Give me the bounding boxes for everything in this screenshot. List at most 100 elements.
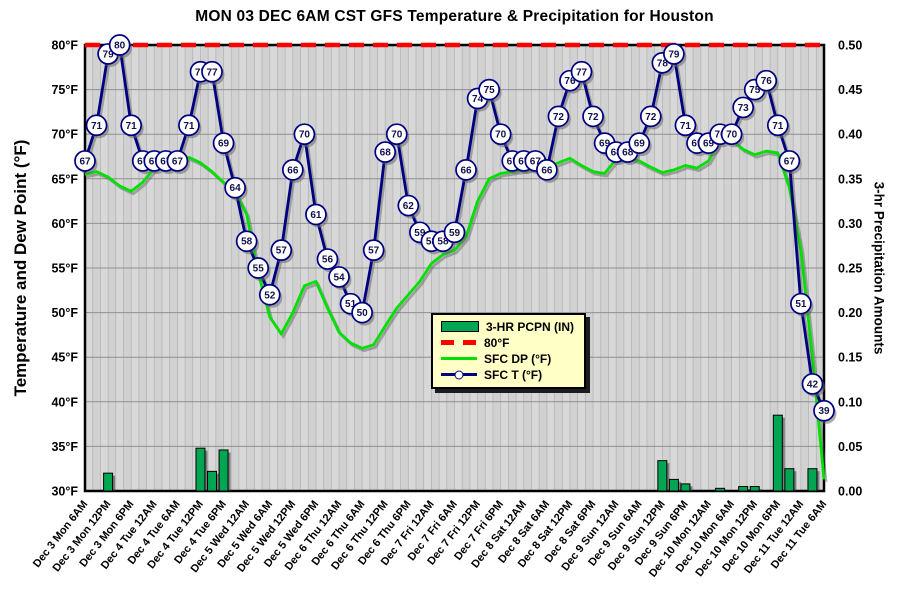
temp-marker bbox=[258, 283, 281, 306]
temp-marker bbox=[478, 78, 500, 101]
right-axis-tick-label: 0.10 bbox=[838, 395, 862, 409]
temp-marker bbox=[397, 194, 420, 217]
temp-marker-label: 54 bbox=[333, 272, 345, 283]
temp-marker-label: 52 bbox=[264, 290, 276, 301]
marker-dot-icon bbox=[454, 370, 464, 379]
precip-bar bbox=[218, 449, 229, 492]
legend: 3-HR PCPN (IN) 80°F SFC DP (°F) SFC T (°… bbox=[431, 313, 587, 389]
temp-marker-label: 56 bbox=[322, 255, 334, 266]
temp-marker-label: 77 bbox=[195, 67, 207, 78]
left-axis-tick-label: 80°F bbox=[51, 39, 78, 53]
right-axis-tick-label: 0.30 bbox=[838, 217, 862, 231]
temp-marker-label: 71 bbox=[91, 121, 103, 132]
temp-marker-label: 72 bbox=[645, 112, 657, 123]
temp-marker bbox=[732, 96, 755, 119]
left-axis-tick-label: 45°F bbox=[51, 351, 78, 365]
left-axis-tick-label: 30°F bbox=[51, 485, 78, 499]
temp-marker-label: 70 bbox=[715, 130, 727, 141]
temp-marker-label: 71 bbox=[772, 121, 784, 132]
temp-marker-label: 57 bbox=[276, 246, 288, 257]
temp-marker-label: 50 bbox=[357, 308, 369, 319]
temp-marker bbox=[85, 114, 108, 137]
temp-marker bbox=[443, 221, 466, 244]
temp-marker bbox=[247, 257, 270, 279]
temp-marker-label: 67 bbox=[172, 156, 184, 167]
left-axis-tick-label: 40°F bbox=[51, 395, 78, 409]
temp-marker-label: 66 bbox=[287, 165, 299, 176]
dewpoint-line-swatch bbox=[441, 357, 477, 360]
temp-marker-label: 79 bbox=[103, 49, 115, 60]
temp-marker bbox=[385, 123, 408, 146]
temp-marker-label: 67 bbox=[79, 156, 91, 167]
temp-marker bbox=[374, 141, 397, 163]
temp-marker-label: 57 bbox=[368, 246, 380, 257]
temp-marker-label: 79 bbox=[668, 49, 680, 60]
dashed-line-swatch bbox=[441, 340, 477, 345]
temp-marker-label: 75 bbox=[484, 85, 496, 96]
precip-bar bbox=[103, 472, 114, 492]
temp-marker-label: 69 bbox=[218, 139, 230, 150]
temp-marker-label: 64 bbox=[230, 183, 242, 194]
temp-marker bbox=[270, 239, 293, 262]
temp-marker bbox=[547, 105, 570, 128]
dewpoint-line bbox=[84, 138, 826, 480]
temp-marker-label: 78 bbox=[657, 58, 669, 69]
temp-marker-label: 71 bbox=[126, 121, 138, 132]
temp-marker bbox=[281, 159, 304, 181]
temp-marker bbox=[489, 123, 512, 146]
temp-marker bbox=[790, 292, 812, 315]
temp-marker-label: 76 bbox=[761, 76, 773, 87]
right-axis-tick-label: 0.50 bbox=[838, 39, 862, 53]
temp-marker bbox=[801, 373, 824, 395]
left-axis-tick-label: 55°F bbox=[51, 262, 78, 276]
temp-marker bbox=[362, 239, 385, 262]
right-axis-tick-label: 0.15 bbox=[838, 351, 862, 365]
legend-item-precip: 3-HR PCPN (IN) bbox=[441, 320, 574, 334]
temp-marker bbox=[755, 69, 778, 92]
temp-marker bbox=[639, 105, 662, 128]
temp-marker-label: 66 bbox=[460, 165, 472, 176]
left-axis-tick-label: 50°F bbox=[51, 306, 78, 320]
temp-marker-label: 39 bbox=[818, 406, 830, 417]
temp-marker-label: 69 bbox=[691, 139, 703, 150]
temp-marker-label: 67 bbox=[507, 156, 519, 167]
legend-label: SFC T (°F) bbox=[484, 367, 543, 382]
precip-bar bbox=[668, 478, 679, 492]
legend-item-temperature: SFC T (°F) bbox=[441, 367, 574, 382]
temp-marker bbox=[235, 230, 258, 253]
temp-marker-label: 69 bbox=[599, 139, 611, 150]
temp-marker-label: 61 bbox=[310, 210, 322, 221]
legend-item-dewpoint: SFC DP (°F) bbox=[441, 352, 574, 366]
temp-marker bbox=[582, 105, 604, 128]
temp-marker bbox=[305, 203, 327, 226]
temp-marker-label: 58 bbox=[437, 237, 449, 248]
temp-marker-label: 70 bbox=[726, 130, 738, 141]
temperature-line-swatch bbox=[441, 370, 477, 379]
temp-marker-label: 73 bbox=[738, 103, 750, 114]
temp-marker bbox=[328, 266, 350, 288]
left-axis-tick-label: 35°F bbox=[51, 440, 78, 454]
temp-marker bbox=[201, 60, 223, 83]
temp-marker-label: 68 bbox=[622, 148, 634, 159]
temp-marker-label: 71 bbox=[680, 121, 692, 132]
temp-marker bbox=[74, 150, 96, 172]
left-axis-tick-label: 70°F bbox=[51, 128, 78, 142]
right-axis-tick-label: 0.45 bbox=[838, 83, 862, 97]
temp-marker-label: 67 bbox=[530, 156, 542, 167]
right-axis-tick-label: 0.20 bbox=[838, 306, 862, 320]
precip-bar bbox=[784, 468, 795, 492]
temp-marker bbox=[766, 114, 789, 137]
precip-bar-swatch bbox=[441, 321, 479, 332]
temp-marker-label: 75 bbox=[749, 85, 761, 96]
temp-marker-label: 67 bbox=[784, 156, 796, 167]
chart-title: MON 03 DEC 6AM CST GFS Temperature & Pre… bbox=[195, 8, 714, 25]
right-axis-tick-label: 0.40 bbox=[838, 128, 862, 142]
precip-bar bbox=[715, 487, 726, 492]
temp-marker-label: 80 bbox=[114, 41, 126, 52]
temp-marker-label: 59 bbox=[449, 228, 461, 239]
temp-marker-label: 68 bbox=[380, 148, 392, 159]
legend-item-80f: 80°F bbox=[441, 336, 574, 350]
temp-marker-label: 42 bbox=[807, 379, 819, 390]
temp-marker-label: 67 bbox=[160, 156, 172, 167]
right-axis-tick-label: 0.00 bbox=[838, 485, 862, 499]
